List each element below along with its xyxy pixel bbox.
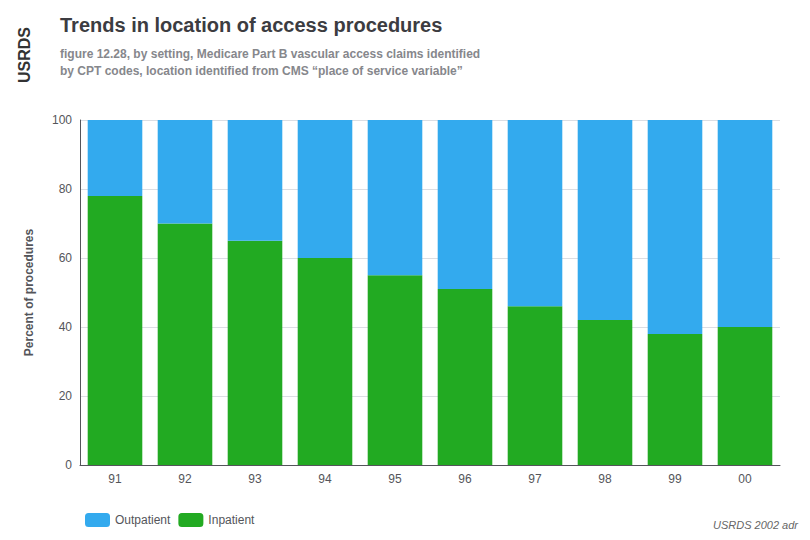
svg-text:00: 00 — [738, 472, 752, 486]
svg-text:Inpatient: Inpatient — [208, 513, 255, 527]
svg-text:96: 96 — [458, 472, 472, 486]
svg-text:Percent of procedures: Percent of procedures — [22, 228, 36, 356]
svg-text:by CPT codes, location identif: by CPT codes, location identified from C… — [60, 64, 463, 78]
svg-text:USRDS 2002 adr: USRDS 2002 adr — [713, 519, 799, 531]
svg-text:Trends in location of access p: Trends in location of access procedures — [60, 14, 442, 36]
svg-text:0: 0 — [65, 458, 72, 472]
svg-text:91: 91 — [108, 472, 122, 486]
svg-text:60: 60 — [59, 251, 73, 265]
svg-text:100: 100 — [52, 113, 72, 127]
svg-text:95: 95 — [388, 472, 402, 486]
svg-text:80: 80 — [59, 182, 73, 196]
svg-text:20: 20 — [59, 389, 73, 403]
svg-text:97: 97 — [528, 472, 542, 486]
svg-text:98: 98 — [598, 472, 612, 486]
svg-text:40: 40 — [59, 320, 73, 334]
svg-text:99: 99 — [668, 472, 682, 486]
svg-text:92: 92 — [178, 472, 192, 486]
svg-text:94: 94 — [318, 472, 332, 486]
svg-text:93: 93 — [248, 472, 262, 486]
svg-text:Outpatient: Outpatient — [115, 513, 171, 527]
svg-text:USRDS: USRDS — [16, 27, 33, 83]
svg-text:figure 12.28, by setting, Medi: figure 12.28, by setting, Medicare Part … — [60, 47, 480, 61]
